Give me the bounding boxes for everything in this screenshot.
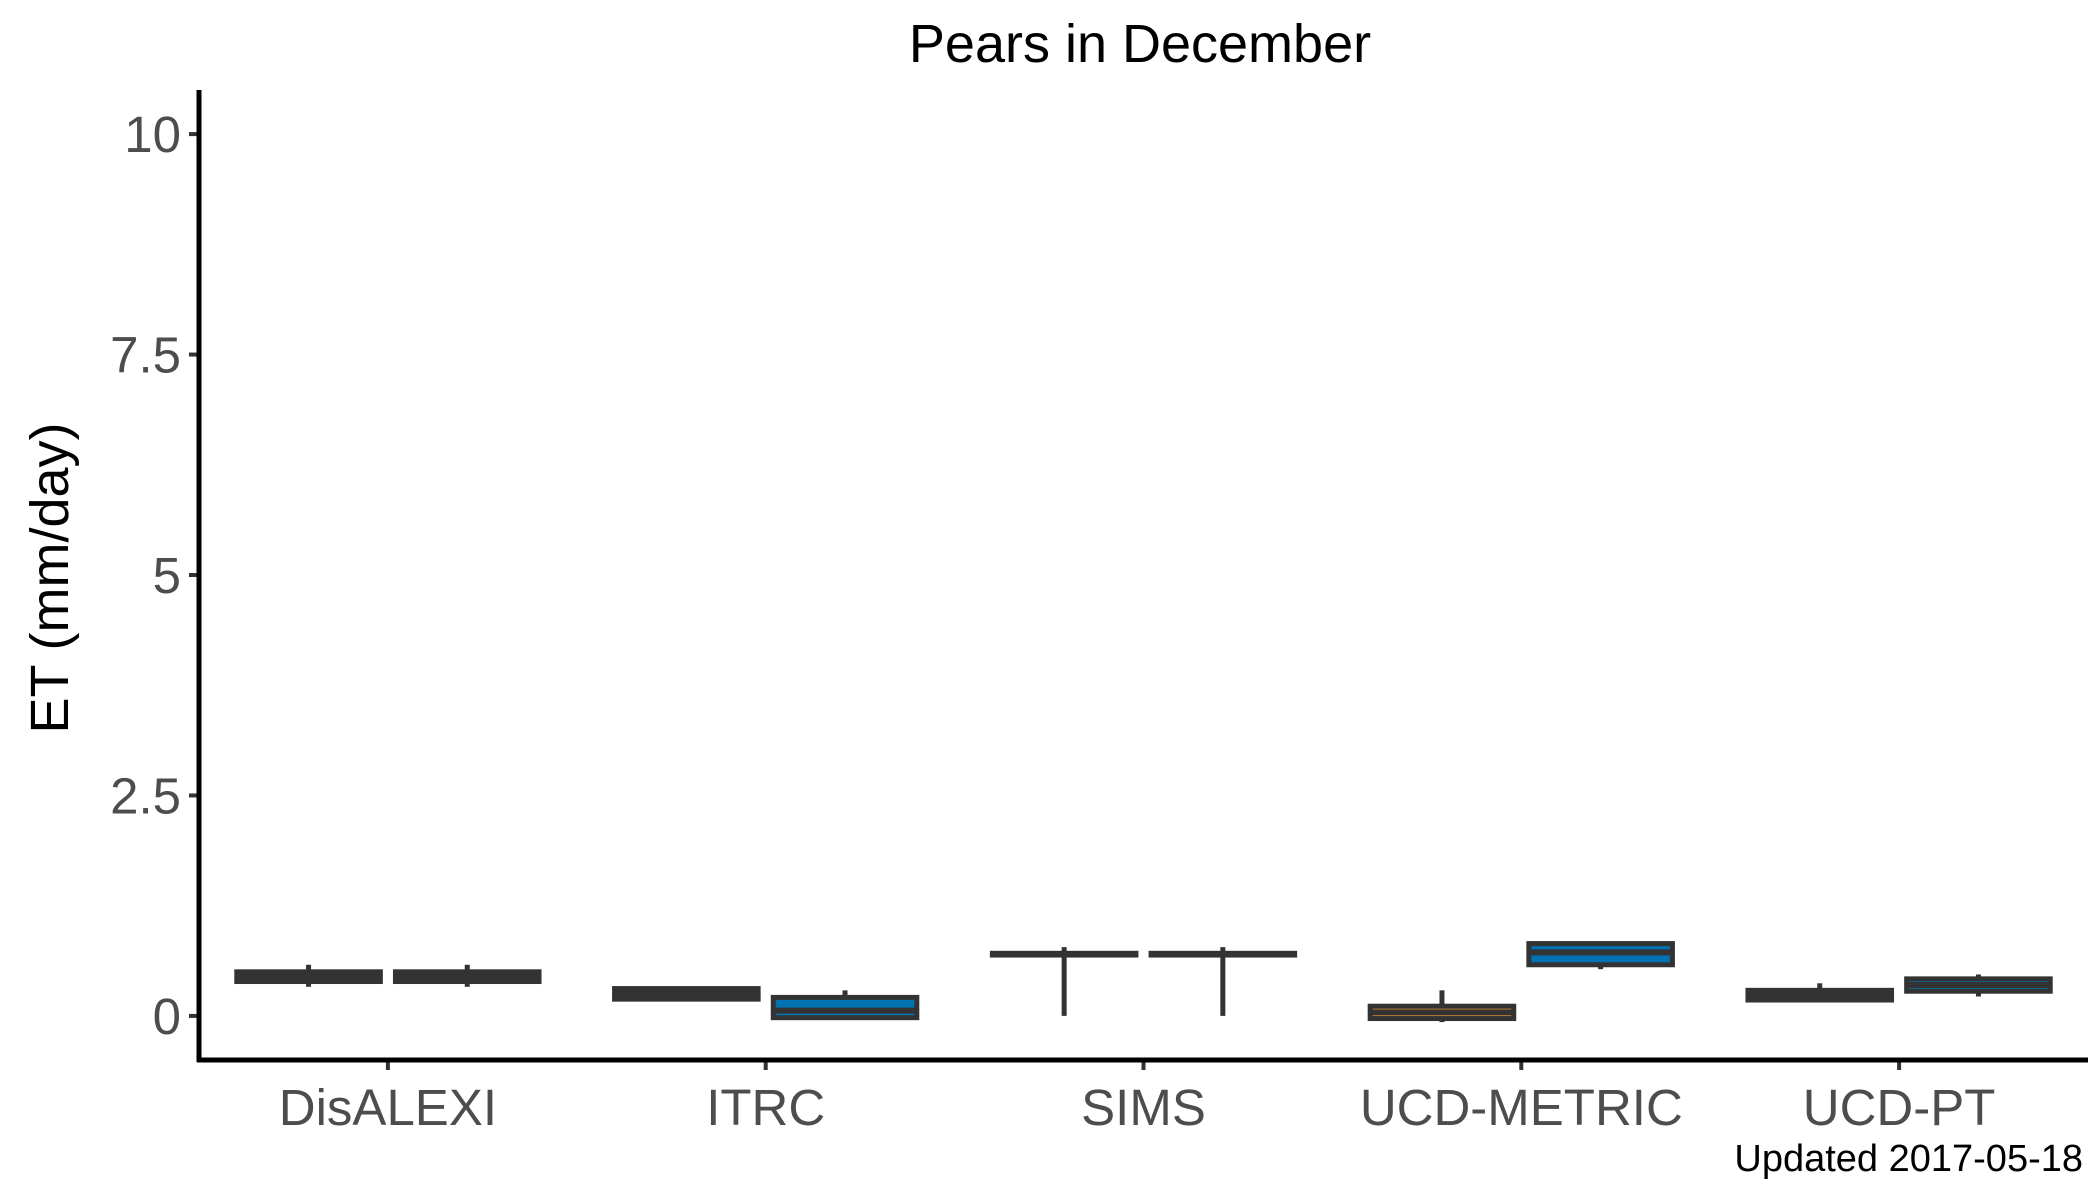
box-body [770,994,920,1021]
y-axis-title: ET (mm/day) [20,422,80,733]
box-plot [1148,947,1298,1016]
y-tick-label: 2.5 [110,767,181,824]
box-groups [234,941,2053,1023]
box-plot [1904,974,2053,997]
y-axis-ticks: 0 2.5 5 7.5 10 [110,106,199,1045]
y-tick-label: 7.5 [110,327,181,384]
box-plot [770,990,920,1021]
chart-title: Pears in December [909,14,1371,74]
y-tick-label: 0 [153,988,181,1045]
box-plot [989,947,1139,1016]
y-tick-label: 10 [124,106,181,163]
x-tick-label: ITRC [706,1079,825,1136]
box-plot [1526,941,1675,970]
updated-caption: Updated 2017-05-18 [1734,1138,2083,1180]
x-axis-ticks: DisALEXI ITRC SIMS UCD-METRIC UCD-PT [279,1060,1996,1136]
y-tick-label: 5 [153,547,181,604]
box-plot [1745,983,1895,1003]
box-plot [234,964,383,987]
box-plot [612,986,761,1002]
box-plot [1367,990,1517,1023]
x-tick-label: UCD-METRIC [1360,1079,1683,1136]
x-tick-label: DisALEXI [279,1079,497,1136]
box-plot [392,964,542,987]
x-tick-label: SIMS [1081,1079,1206,1136]
x-tick-label: UCD-PT [1803,1079,1996,1136]
